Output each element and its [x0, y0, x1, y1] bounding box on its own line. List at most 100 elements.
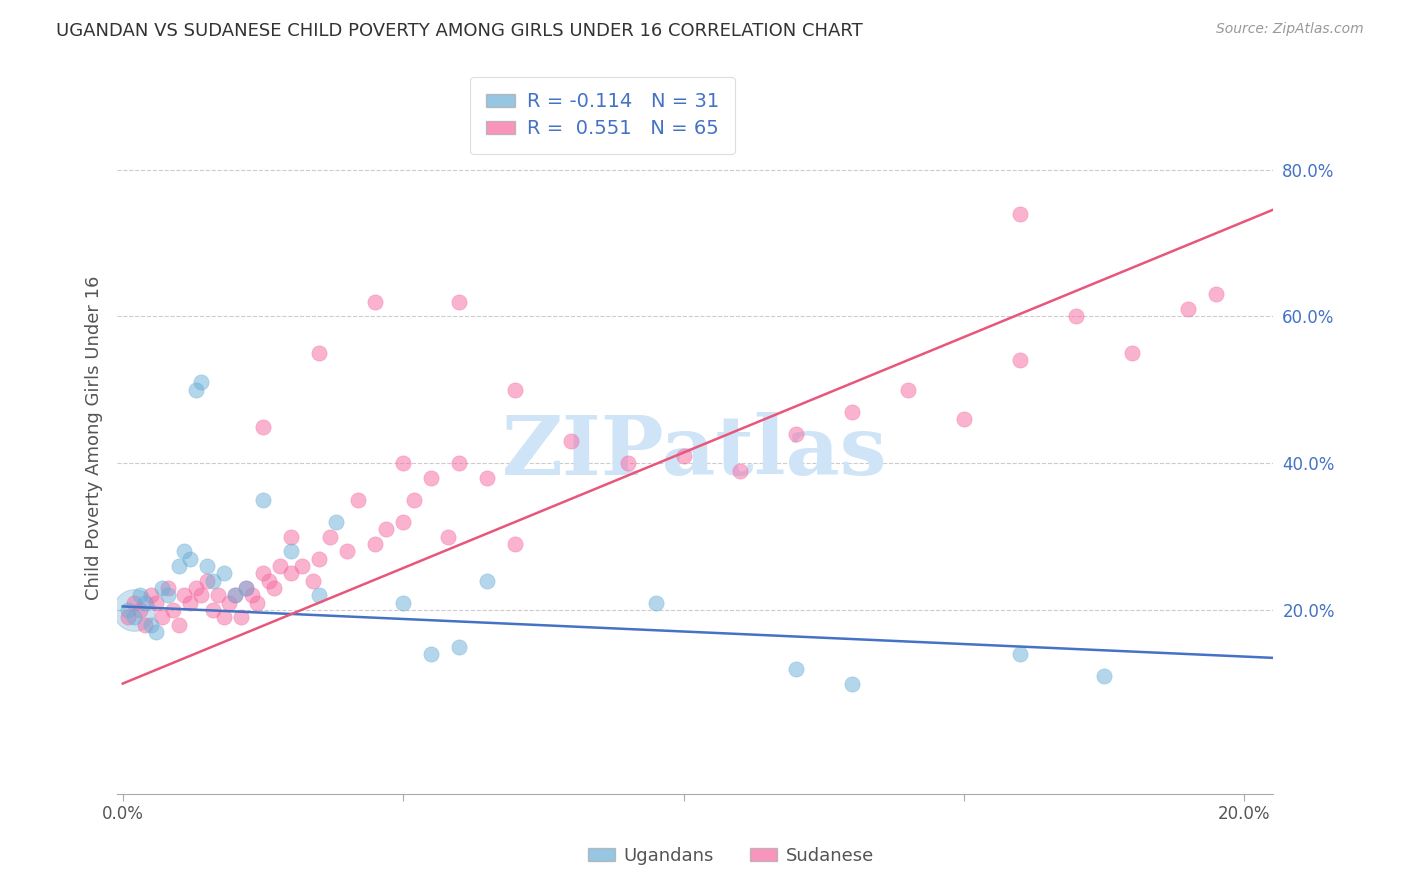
Point — [156, 581, 179, 595]
Point — [302, 574, 325, 588]
Point — [252, 493, 274, 508]
Point — [150, 610, 173, 624]
Point — [420, 471, 443, 485]
Point — [728, 464, 751, 478]
Point — [505, 383, 527, 397]
Point — [201, 603, 224, 617]
Point — [224, 589, 246, 603]
Point — [190, 376, 212, 390]
Point — [257, 574, 280, 588]
Point — [263, 581, 285, 595]
Point — [128, 603, 150, 617]
Y-axis label: Child Poverty Among Girls Under 16: Child Poverty Among Girls Under 16 — [86, 276, 103, 599]
Point — [235, 581, 257, 595]
Point — [167, 559, 190, 574]
Point — [122, 596, 145, 610]
Point — [252, 566, 274, 581]
Point — [291, 559, 314, 574]
Point — [122, 603, 145, 617]
Text: Source: ZipAtlas.com: Source: ZipAtlas.com — [1216, 22, 1364, 37]
Point — [229, 610, 252, 624]
Point — [319, 530, 342, 544]
Point — [145, 625, 167, 640]
Point — [128, 589, 150, 603]
Point — [207, 589, 229, 603]
Point — [145, 596, 167, 610]
Point — [246, 596, 269, 610]
Point — [117, 610, 139, 624]
Point — [1064, 310, 1087, 324]
Point — [212, 566, 235, 581]
Point — [560, 434, 582, 449]
Point — [841, 405, 863, 419]
Point — [437, 530, 460, 544]
Point — [179, 596, 201, 610]
Point — [364, 294, 387, 309]
Point — [190, 589, 212, 603]
Point — [375, 522, 398, 536]
Point — [134, 596, 156, 610]
Point — [162, 603, 184, 617]
Point — [308, 346, 330, 360]
Point — [201, 574, 224, 588]
Point — [280, 530, 302, 544]
Legend: Ugandans, Sudanese: Ugandans, Sudanese — [579, 838, 883, 874]
Point — [195, 574, 218, 588]
Point — [173, 544, 195, 558]
Point — [1205, 287, 1227, 301]
Point — [1121, 346, 1143, 360]
Point — [449, 294, 471, 309]
Point — [392, 456, 415, 470]
Point — [953, 412, 976, 426]
Point — [235, 581, 257, 595]
Point — [477, 471, 499, 485]
Point — [240, 589, 263, 603]
Point — [179, 551, 201, 566]
Point — [139, 617, 162, 632]
Point — [184, 383, 207, 397]
Point — [117, 603, 139, 617]
Point — [449, 456, 471, 470]
Point — [212, 610, 235, 624]
Point — [1092, 669, 1115, 683]
Point — [195, 559, 218, 574]
Point — [269, 559, 291, 574]
Point — [616, 456, 638, 470]
Point — [280, 544, 302, 558]
Point — [1010, 647, 1032, 661]
Point — [173, 589, 195, 603]
Point — [156, 589, 179, 603]
Point — [449, 640, 471, 654]
Point — [347, 493, 370, 508]
Point — [477, 574, 499, 588]
Point — [218, 596, 240, 610]
Point — [280, 566, 302, 581]
Point — [364, 537, 387, 551]
Point — [1177, 301, 1199, 316]
Point — [392, 515, 415, 529]
Point — [505, 537, 527, 551]
Point — [184, 581, 207, 595]
Legend: R = -0.114   N = 31, R =  0.551   N = 65: R = -0.114 N = 31, R = 0.551 N = 65 — [471, 77, 734, 153]
Point — [392, 596, 415, 610]
Point — [150, 581, 173, 595]
Point — [841, 676, 863, 690]
Point — [1010, 353, 1032, 368]
Point — [167, 617, 190, 632]
Point — [672, 449, 695, 463]
Point — [336, 544, 359, 558]
Point — [325, 515, 347, 529]
Point — [308, 589, 330, 603]
Point — [139, 589, 162, 603]
Text: ZIPatlas: ZIPatlas — [502, 412, 887, 491]
Point — [122, 610, 145, 624]
Point — [308, 551, 330, 566]
Point — [252, 419, 274, 434]
Point — [897, 383, 920, 397]
Point — [134, 617, 156, 632]
Point — [404, 493, 426, 508]
Point — [1010, 206, 1032, 220]
Point — [785, 426, 807, 441]
Point — [785, 662, 807, 676]
Text: UGANDAN VS SUDANESE CHILD POVERTY AMONG GIRLS UNDER 16 CORRELATION CHART: UGANDAN VS SUDANESE CHILD POVERTY AMONG … — [56, 22, 863, 40]
